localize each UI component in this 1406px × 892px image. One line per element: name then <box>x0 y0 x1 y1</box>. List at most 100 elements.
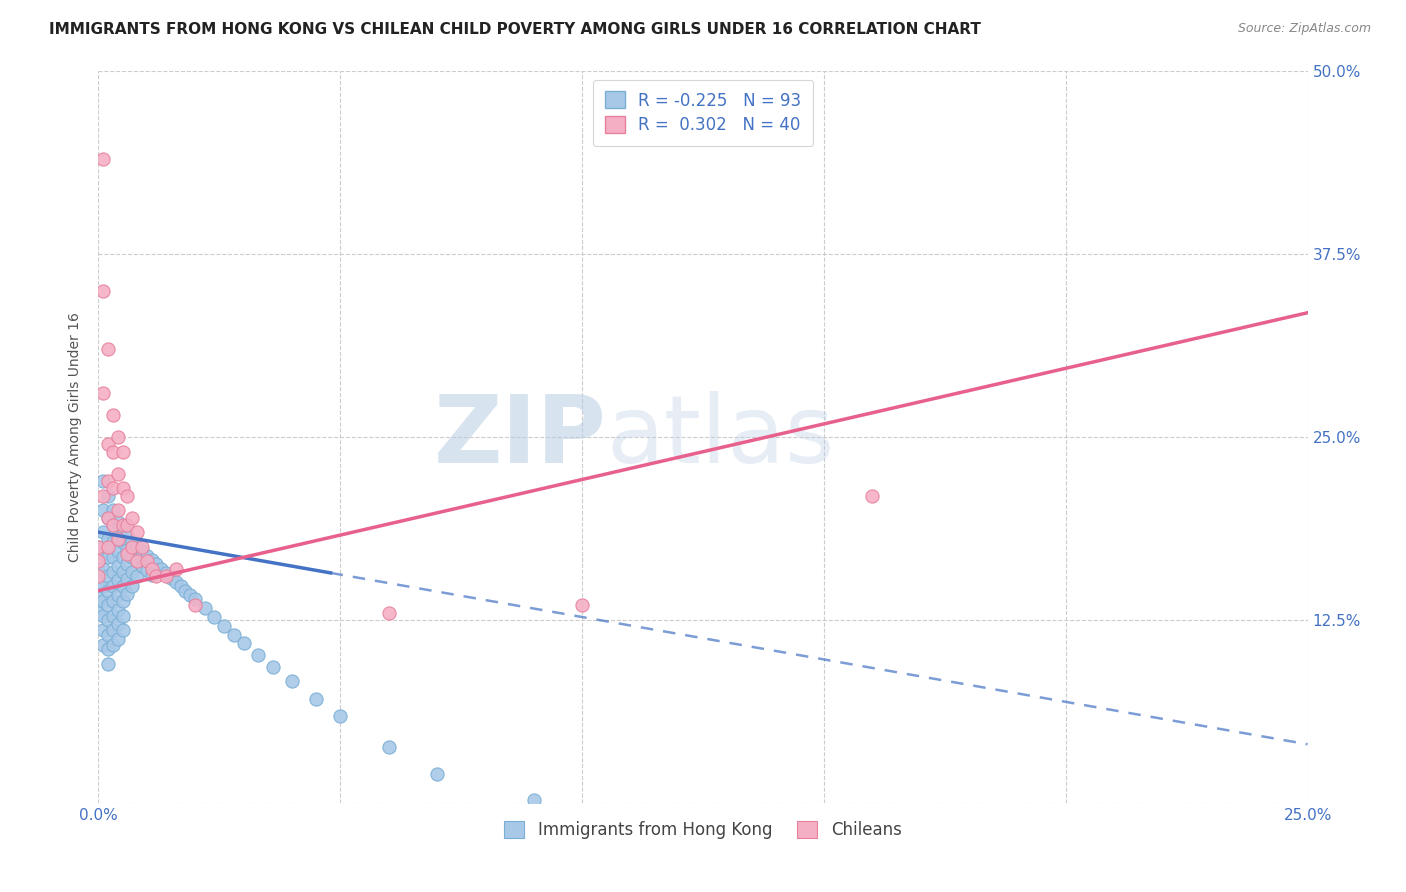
Point <box>107 632 129 646</box>
Point <box>121 579 143 593</box>
Point <box>329 709 352 723</box>
Text: ZIP: ZIP <box>433 391 606 483</box>
Point <box>91 594 114 608</box>
Point <box>101 565 124 579</box>
Point <box>426 766 449 780</box>
Point <box>91 489 114 503</box>
Point <box>101 579 124 593</box>
Point <box>111 579 134 593</box>
Point <box>131 540 153 554</box>
Point <box>111 608 134 623</box>
Point <box>150 562 173 576</box>
Point <box>91 547 114 561</box>
Point <box>121 565 143 579</box>
Point <box>111 517 134 532</box>
Point <box>87 554 110 568</box>
Point <box>101 517 124 532</box>
Point <box>117 547 139 561</box>
Point <box>165 574 187 589</box>
Point <box>107 530 129 544</box>
Point <box>97 569 120 583</box>
Point <box>97 549 120 564</box>
Point <box>860 489 883 503</box>
Point <box>107 617 129 632</box>
Point <box>91 608 114 623</box>
Point <box>91 579 114 593</box>
Point <box>87 591 110 605</box>
Point <box>91 474 114 488</box>
Point <box>107 503 129 517</box>
Point <box>117 572 139 586</box>
Point <box>194 601 217 615</box>
Point <box>117 558 139 572</box>
Point <box>101 623 124 637</box>
Point <box>107 544 129 558</box>
Point <box>141 562 163 576</box>
Point <box>97 510 120 524</box>
Point <box>91 623 114 637</box>
Point <box>131 544 153 558</box>
Point <box>169 579 191 593</box>
Point <box>117 542 139 557</box>
Point <box>97 474 120 488</box>
Point <box>111 521 134 535</box>
Point <box>107 467 129 481</box>
Point <box>97 489 120 503</box>
Point <box>117 528 139 542</box>
Point <box>91 503 114 517</box>
Point <box>101 503 124 517</box>
Point <box>222 627 245 641</box>
Point <box>97 533 120 547</box>
Point <box>97 642 120 657</box>
Point <box>97 540 120 554</box>
Point <box>571 599 593 613</box>
Point <box>101 408 124 422</box>
Point <box>262 659 284 673</box>
Point <box>97 343 120 357</box>
Point <box>107 533 129 547</box>
Point <box>117 517 139 532</box>
Point <box>107 588 129 602</box>
Point <box>91 152 114 166</box>
Point <box>135 554 157 568</box>
Point <box>377 606 399 620</box>
Point <box>91 638 114 652</box>
Point <box>377 740 399 755</box>
Point <box>232 636 254 650</box>
Point <box>101 638 124 652</box>
Point <box>101 535 124 549</box>
Point <box>184 599 207 613</box>
Point <box>135 563 157 577</box>
Point <box>121 549 143 564</box>
Point <box>160 570 183 584</box>
Text: atlas: atlas <box>606 391 835 483</box>
Point <box>155 566 177 581</box>
Point <box>131 558 153 573</box>
Point <box>179 588 201 602</box>
Point <box>101 444 124 458</box>
Point <box>101 594 124 608</box>
Text: IMMIGRANTS FROM HONG KONG VS CHILEAN CHILD POVERTY AMONG GIRLS UNDER 16 CORRELAT: IMMIGRANTS FROM HONG KONG VS CHILEAN CHI… <box>49 22 981 37</box>
Point <box>87 606 110 620</box>
Point <box>107 430 129 444</box>
Point <box>91 562 114 576</box>
Y-axis label: Child Poverty Among Girls Under 16: Child Poverty Among Girls Under 16 <box>69 312 83 562</box>
Legend: Immigrants from Hong Kong, Chileans: Immigrants from Hong Kong, Chileans <box>498 814 908 846</box>
Point <box>212 619 235 633</box>
Point <box>107 603 129 617</box>
Point <box>101 549 124 564</box>
Point <box>101 517 124 532</box>
Point <box>111 549 134 564</box>
Point <box>87 540 110 554</box>
Point <box>97 510 120 524</box>
Point <box>101 481 124 495</box>
Point <box>127 540 149 554</box>
Point <box>127 525 149 540</box>
Point <box>135 549 157 563</box>
Point <box>97 437 120 451</box>
Point <box>165 562 187 576</box>
Point <box>87 569 110 583</box>
Point <box>127 554 149 568</box>
Point <box>127 569 149 583</box>
Point <box>121 535 143 549</box>
